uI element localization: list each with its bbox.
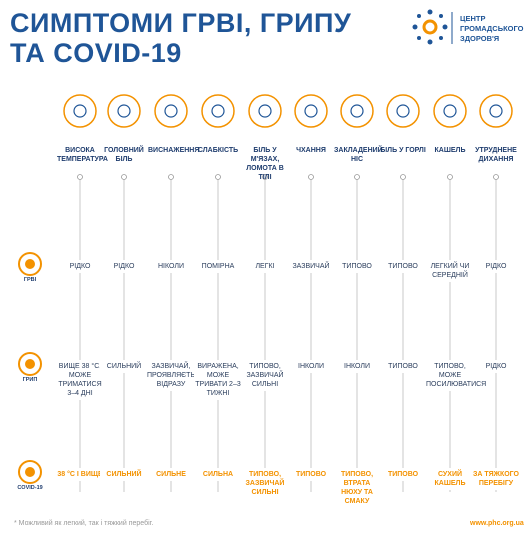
symptom-label: УТРУДНЕНЕ ДИХАННЯ <box>475 147 517 163</box>
row-icon-inner <box>25 259 35 269</box>
symptom-icon <box>154 94 188 128</box>
row-value: РІДКО <box>100 260 148 273</box>
row-value: ТИПОВО, ВТРАТА НЮХУ ТА СМАКУ <box>333 468 381 508</box>
row-value: ТИПОВО <box>379 360 427 373</box>
symptom-icon-inner <box>489 104 503 118</box>
row-icon-inner <box>25 467 35 477</box>
symptom-label: БІЛЬ У ГОРЛІ <box>380 147 426 154</box>
column-dot <box>215 174 221 180</box>
row-value: ТИПОВО <box>379 468 427 481</box>
symptom-icon <box>107 94 141 128</box>
symptom-label: ВИСНАЖЕННЯ <box>148 147 200 154</box>
symptom-icon <box>340 94 374 128</box>
row-value: 38 °С І ВИЩЕ <box>56 468 104 481</box>
row-value: ЛЕГКІ <box>241 260 289 273</box>
row-value: ТИПОВО <box>287 468 335 481</box>
row-value: НІКОЛИ <box>147 260 195 273</box>
symptom-icon <box>248 94 282 128</box>
column-dot <box>77 174 83 180</box>
symptom-icon <box>201 94 235 128</box>
row-value: СИЛЬНИЙ <box>100 360 148 373</box>
row-value: ВИРАЖЕНА, МОЖЕ ТРИВАТИ 2–3 ТИЖНІ <box>194 360 242 400</box>
row-icon <box>18 252 42 276</box>
column-dot <box>308 174 314 180</box>
row-value: ЗАЗВИЧАЙ, ПРОЯВЛЯЄТЬСЯ ВІДРАЗУ <box>147 360 205 391</box>
row-value: ТИПОВО <box>333 260 381 273</box>
row-value: ПОМІРНА <box>194 260 242 273</box>
logo-mark <box>412 9 448 45</box>
row-value: СИЛЬНИЙ <box>100 468 148 481</box>
symptom-icon <box>479 94 513 128</box>
row-value: ВИЩЕ 38 °С, МОЖЕ ТРИМАТИСЯ 3–4 ДНІ <box>56 360 104 400</box>
column-dot <box>168 174 174 180</box>
row-value: ЗА ТЯЖКОГО ПЕРЕБІГУ <box>472 468 520 490</box>
symptom-label: ЗАКЛАДЕНИЙ НІС <box>334 147 383 163</box>
symptom-icon <box>386 94 420 128</box>
symptom-label: ГОЛОВНИЙ БІЛЬ <box>104 147 144 163</box>
symptom-icon-inner <box>258 104 272 118</box>
symptom-label: ВИСОКА ТЕМПЕРАТУРА <box>57 147 108 163</box>
symptom-icon-inner <box>117 104 131 118</box>
row-icon <box>18 352 42 376</box>
title: СИМПТОМИ ГРВІ, ГРИПУ <box>10 8 352 38</box>
row-value: РІДКО <box>56 260 104 273</box>
symptom-icon <box>294 94 328 128</box>
column-dot <box>447 174 453 180</box>
row-value: ЛЕГКИЙ ЧИ СЕРЕДНІЙ <box>426 260 474 282</box>
title: ТА COVID-19 <box>10 38 182 68</box>
column-dot <box>354 174 360 180</box>
footnote: * Можливий як легкий, так і тяжкий переб… <box>14 520 154 527</box>
symptom-icon <box>63 94 97 128</box>
logo-text: ГРОМАДСЬКОГО <box>460 24 524 33</box>
row-icon-inner <box>25 359 35 369</box>
symptom-label: ЧХАННЯ <box>296 147 326 154</box>
row-value: СИЛЬНА <box>194 468 242 481</box>
row-value: ТИПОВО <box>379 260 427 273</box>
row-value: ІНКОЛИ <box>287 360 335 373</box>
row-name: ГРИП <box>22 377 38 383</box>
symptom-label: БІЛЬ У М'ЯЗАХ, ЛОМОТА В ТІЛІ <box>246 147 284 181</box>
logo-text: ЦЕНТР <box>460 14 486 23</box>
row-value: СУХИЙ КАШЕЛЬ <box>426 468 474 490</box>
row-value: ТИПОВО, МОЖЕ ПОСИЛЮВАТИСЯ <box>426 360 486 391</box>
symptom-icon-inner <box>73 104 87 118</box>
row-name: ГРВІ <box>23 277 37 283</box>
column-dot <box>121 174 127 180</box>
logo-text: ЗДОРОВ'Я <box>460 34 500 43</box>
symptom-icon-inner <box>164 104 178 118</box>
row-value: ЗАЗВИЧАЙ <box>287 260 335 273</box>
column-dot <box>400 174 406 180</box>
column-dot <box>493 174 499 180</box>
row-value: ІНКОЛИ <box>333 360 381 373</box>
row-icon <box>18 460 42 484</box>
url: www.phc.org.ua <box>470 520 524 527</box>
row-value: РІДКО <box>472 260 520 273</box>
symptom-icon <box>433 94 467 128</box>
symptom-label: СЛАБКІСТЬ <box>197 147 239 154</box>
symptom-label: КАШЕЛЬ <box>434 147 466 154</box>
symptom-icon-inner <box>350 104 364 118</box>
row-value: РІДКО <box>472 360 520 373</box>
row-value: ТИПОВО, ЗАЗВИЧАЙ СИЛЬНІ <box>241 468 289 499</box>
symptom-icon-inner <box>211 104 225 118</box>
symptom-icon-inner <box>396 104 410 118</box>
column-dot <box>262 174 268 180</box>
row-value: СИЛЬНЕ <box>147 468 195 481</box>
symptom-icon-inner <box>304 104 318 118</box>
row-name: COVID-19 <box>17 485 43 491</box>
symptom-icon-inner <box>443 104 457 118</box>
row-value: ТИПОВО, ЗАЗВИЧАЙ СИЛЬНІ <box>241 360 289 391</box>
